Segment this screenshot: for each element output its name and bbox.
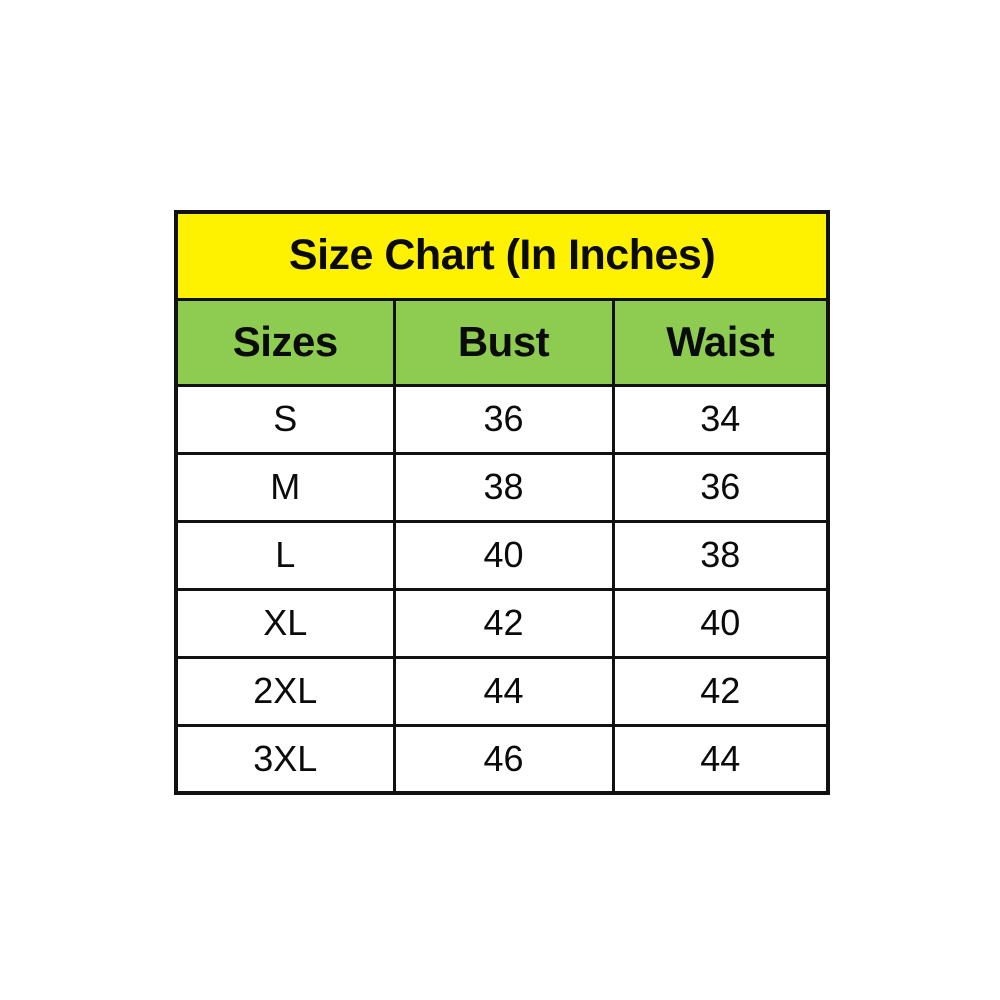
cell-size: S bbox=[174, 383, 396, 455]
table-row: M 38 36 bbox=[174, 451, 830, 523]
column-header-sizes: Sizes bbox=[174, 297, 396, 387]
cell-size: M bbox=[174, 451, 396, 523]
table-row: XL 42 40 bbox=[174, 587, 830, 659]
cell-size: 3XL bbox=[174, 723, 396, 795]
cell-bust: 40 bbox=[392, 519, 615, 591]
table-row: 3XL 46 44 bbox=[174, 723, 830, 795]
cell-waist: 34 bbox=[611, 383, 830, 455]
cell-bust: 38 bbox=[392, 451, 615, 523]
size-chart-container: Size Chart (In Inches) Sizes Bust Waist … bbox=[174, 210, 831, 795]
size-chart-table: Size Chart (In Inches) Sizes Bust Waist … bbox=[174, 210, 831, 795]
cell-bust: 44 bbox=[392, 655, 615, 727]
cell-bust: 42 bbox=[392, 587, 615, 659]
chart-title: Size Chart (In Inches) bbox=[174, 210, 830, 301]
table-row: 2XL 44 42 bbox=[174, 655, 830, 727]
cell-waist: 36 bbox=[611, 451, 830, 523]
table-row: S 36 34 bbox=[174, 383, 830, 455]
cell-bust: 36 bbox=[392, 383, 615, 455]
table-header-row: Sizes Bust Waist bbox=[174, 297, 830, 387]
cell-waist: 44 bbox=[611, 723, 830, 795]
cell-bust: 46 bbox=[392, 723, 615, 795]
cell-size: XL bbox=[174, 587, 396, 659]
cell-waist: 40 bbox=[611, 587, 830, 659]
column-header-waist: Waist bbox=[611, 297, 830, 387]
cell-size: 2XL bbox=[174, 655, 396, 727]
column-header-bust: Bust bbox=[392, 297, 615, 387]
cell-waist: 38 bbox=[611, 519, 830, 591]
table-title-row: Size Chart (In Inches) bbox=[174, 210, 830, 301]
cell-waist: 42 bbox=[611, 655, 830, 727]
table-row: L 40 38 bbox=[174, 519, 830, 591]
cell-size: L bbox=[174, 519, 396, 591]
